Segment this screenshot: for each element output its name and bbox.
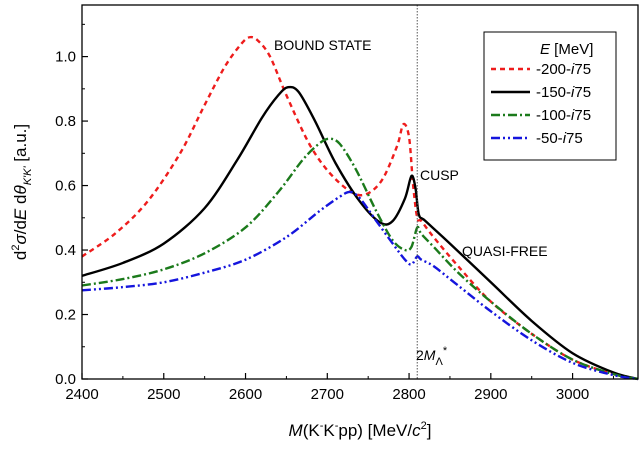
x-axis-title: M(K-K-pp) [MeV/c2] — [289, 420, 432, 440]
y-tick-label: 1.0 — [55, 49, 76, 66]
x-tick-label: 2700 — [311, 386, 344, 403]
x-axis-ticks: 2400 2500 2600 2700 2800 2900 3000 — [65, 373, 614, 403]
legend-title: E [MeV] — [540, 41, 593, 58]
series-curve-3 — [81, 137, 639, 381]
threshold-label: 2MΛ* — [416, 345, 448, 368]
x-tick-label: 2900 — [474, 386, 507, 403]
x-tick-label: 3000 — [556, 386, 589, 403]
y-tick-label: 0.4 — [55, 242, 76, 259]
series-curve-4 — [81, 190, 639, 381]
series-curves — [81, 35, 639, 381]
series-curve-2 — [81, 85, 639, 381]
legend-box — [483, 31, 617, 161]
y-axis-title: d2σ/dE dθK'K' [a.u.] — [10, 124, 34, 260]
annotation-quasi-free: QUASI-FREE — [462, 243, 548, 259]
y-axis-ticks: 0.0 0.2 0.4 0.6 0.8 1.0 — [55, 23, 88, 388]
legend: E [MeV] -200-i75 -150-i75 -100-i75 -50-i75 — [483, 31, 617, 161]
plot-frame — [81, 4, 639, 380]
legend-label-1: -200-i75 — [536, 61, 591, 78]
x-tick-label: 2500 — [147, 386, 180, 403]
annotation-bound-state: BOUND STATE — [274, 37, 372, 53]
y-tick-label: 0.8 — [55, 113, 76, 130]
y-tick-label: 0.0 — [55, 371, 76, 388]
x-tick-label: 2400 — [65, 386, 98, 403]
legend-label-3: -100-i75 — [536, 107, 591, 124]
y-tick-label: 0.6 — [55, 178, 76, 195]
legend-label-4: -50-i75 — [536, 130, 583, 147]
x-tick-label: 2800 — [392, 386, 425, 403]
x-tick-label: 2600 — [229, 386, 262, 403]
legend-items: -200-i75 -150-i75 -100-i75 -50-i75 — [491, 61, 591, 147]
annotation-cusp: CUSP — [420, 167, 459, 183]
y-tick-label: 0.2 — [55, 307, 76, 324]
series-curve-1 — [81, 35, 639, 381]
legend-label-2: -150-i75 — [536, 84, 591, 101]
